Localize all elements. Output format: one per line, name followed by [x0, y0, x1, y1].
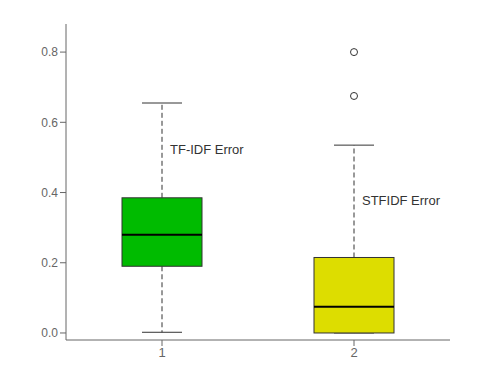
svg-text:0.0: 0.0: [41, 326, 58, 340]
svg-text:2: 2: [350, 345, 357, 360]
svg-text:TF-IDF Error: TF-IDF Error: [170, 142, 244, 157]
svg-text:0.2: 0.2: [41, 256, 58, 270]
svg-text:0.6: 0.6: [41, 116, 58, 130]
svg-text:0.4: 0.4: [41, 186, 58, 200]
svg-text:1: 1: [158, 345, 165, 360]
svg-text:0.8: 0.8: [41, 45, 58, 59]
svg-text:STFIDF Error: STFIDF Error: [362, 193, 441, 208]
